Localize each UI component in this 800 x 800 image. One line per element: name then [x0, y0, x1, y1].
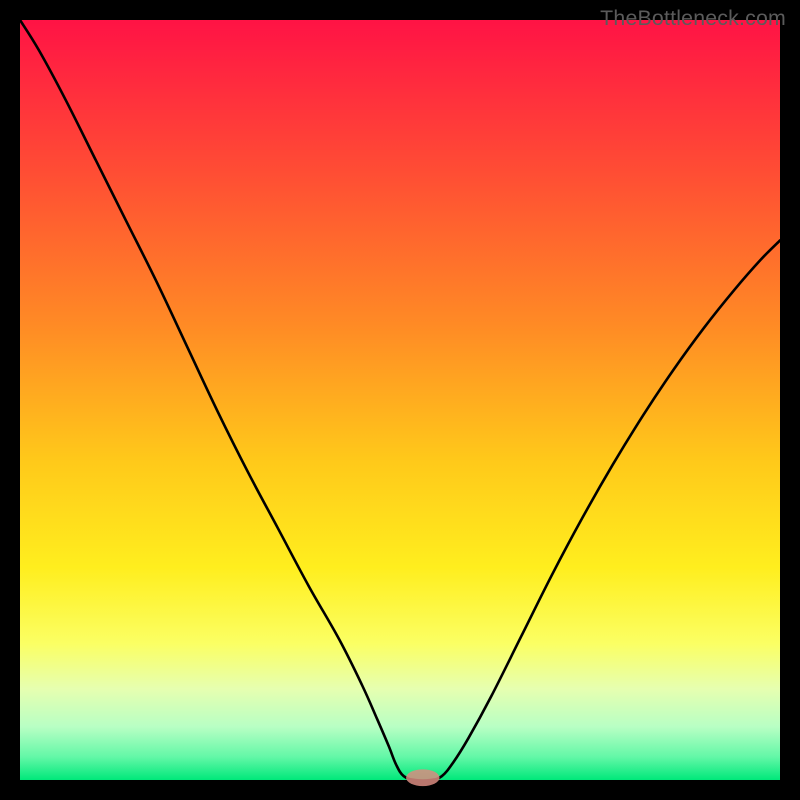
bottleneck-chart — [0, 0, 800, 800]
plot-background — [20, 20, 780, 780]
optimal-marker — [406, 769, 439, 786]
